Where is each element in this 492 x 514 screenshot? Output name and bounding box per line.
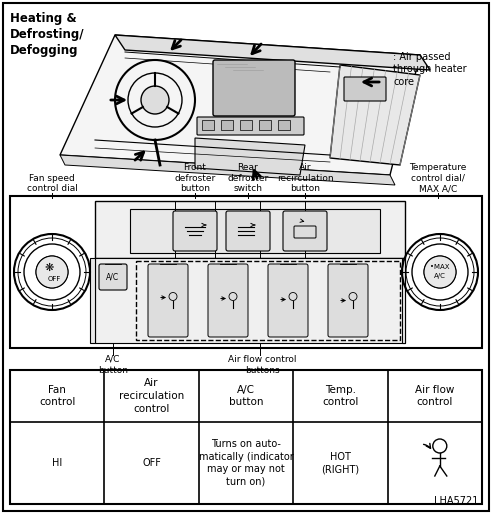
Text: A/C
button: A/C button	[229, 384, 263, 408]
Bar	[221, 120, 233, 130]
Text: Air
recirculation
button: Air recirculation button	[277, 163, 333, 193]
Text: HI: HI	[52, 458, 62, 468]
Bar	[10, 370, 482, 504]
Text: : Air passed
through heater
core: : Air passed through heater core	[393, 52, 466, 87]
Bar	[240, 120, 252, 130]
Text: Temp.
control: Temp. control	[322, 384, 359, 408]
Text: OFF: OFF	[142, 458, 161, 468]
Polygon shape	[330, 65, 420, 165]
Text: Heating &
Defrosting/
Defogging: Heating & Defrosting/ Defogging	[10, 12, 85, 57]
FancyBboxPatch shape	[148, 264, 188, 337]
Polygon shape	[90, 258, 95, 343]
FancyBboxPatch shape	[344, 77, 386, 101]
Bar	[136, 261, 400, 340]
Bar	[95, 201, 405, 258]
Polygon shape	[60, 35, 420, 175]
Polygon shape	[115, 35, 430, 70]
Bar	[278, 120, 290, 130]
Bar	[259, 120, 271, 130]
Circle shape	[424, 256, 456, 288]
Text: Front
defroster
button: Front defroster button	[174, 163, 215, 193]
Circle shape	[36, 256, 68, 288]
Bar	[130, 209, 380, 253]
Polygon shape	[195, 138, 305, 175]
Text: Air flow
control: Air flow control	[415, 384, 455, 408]
FancyBboxPatch shape	[173, 211, 217, 251]
Text: HOT
(RIGHT): HOT (RIGHT)	[321, 452, 360, 474]
FancyBboxPatch shape	[213, 60, 295, 116]
FancyBboxPatch shape	[268, 264, 308, 337]
FancyBboxPatch shape	[283, 211, 327, 251]
FancyBboxPatch shape	[328, 264, 368, 337]
Text: A/C: A/C	[434, 273, 446, 279]
Polygon shape	[402, 258, 405, 343]
FancyBboxPatch shape	[197, 117, 304, 135]
Bar	[95, 258, 405, 343]
Bar	[10, 196, 482, 348]
Text: Temperature
control dial/
MAX A/C: Temperature control dial/ MAX A/C	[409, 163, 467, 193]
Text: Air
recirculation
control: Air recirculation control	[119, 378, 184, 414]
FancyBboxPatch shape	[208, 264, 248, 337]
Bar	[202, 120, 214, 130]
Text: Turns on auto-
matically (indicator
may or may not
turn on): Turns on auto- matically (indicator may …	[199, 439, 293, 487]
FancyBboxPatch shape	[226, 211, 270, 251]
FancyBboxPatch shape	[99, 264, 127, 290]
Text: Fan speed
control dial: Fan speed control dial	[27, 174, 77, 193]
Text: LHA5721: LHA5721	[433, 496, 478, 506]
Text: OFF: OFF	[47, 276, 61, 282]
Text: Air flow control
buttons: Air flow control buttons	[228, 355, 296, 375]
Text: Rear
defroster
switch: Rear defroster switch	[227, 163, 269, 193]
Text: A/C: A/C	[106, 272, 120, 282]
Polygon shape	[60, 155, 395, 185]
Circle shape	[141, 86, 169, 114]
Text: A/C
button: A/C button	[98, 355, 128, 375]
Text: •MAX: •MAX	[430, 264, 450, 270]
Text: ❋: ❋	[44, 263, 54, 273]
Text: Fan
control: Fan control	[39, 384, 75, 408]
